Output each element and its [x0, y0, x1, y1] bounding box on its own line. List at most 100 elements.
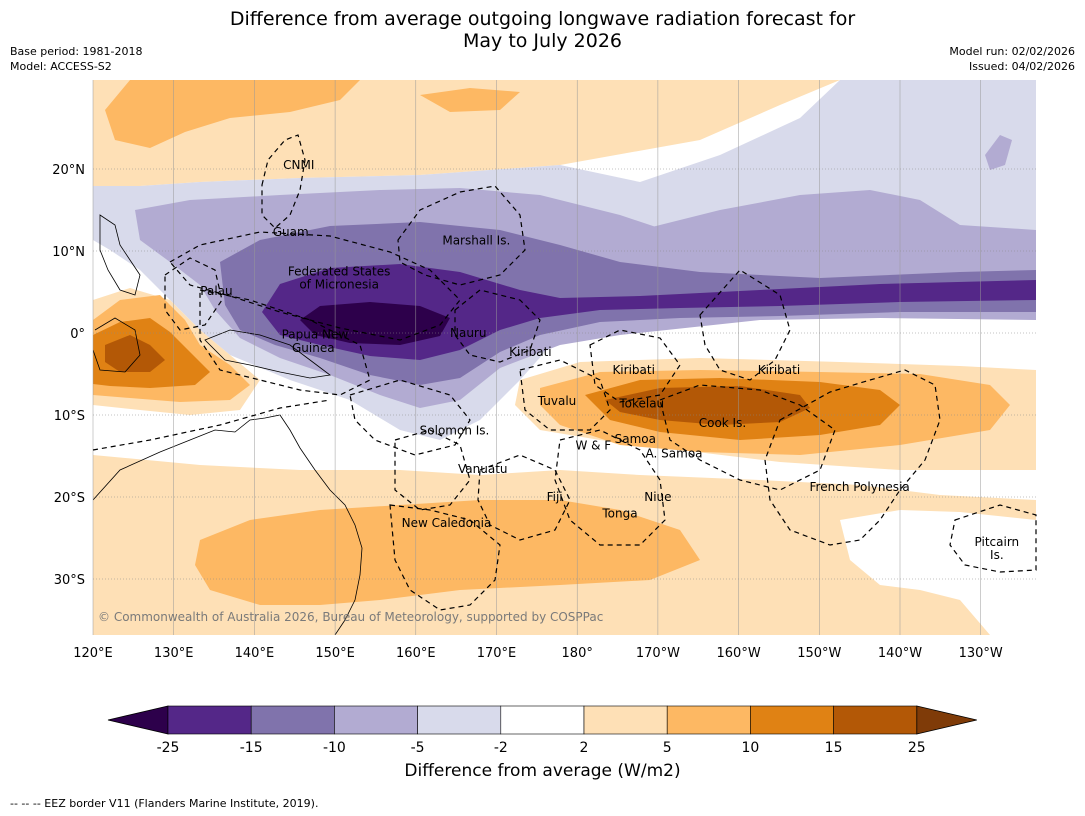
place-label: Tokelau: [618, 397, 664, 411]
lat-tick-label: 10°S: [54, 409, 85, 424]
eez-border-cnmi: [261, 134, 306, 229]
anomaly-region-north-5b: [420, 88, 520, 112]
map-field: [93, 80, 1036, 635]
place-label: Tuvalu: [537, 394, 577, 408]
place-label: Guam: [273, 225, 309, 239]
colorbar-segment: [583, 705, 668, 735]
eez-border-french-polynesia: [764, 369, 941, 546]
lon-tick-label: 140°E: [235, 646, 275, 661]
place-label: Vanuatu: [458, 462, 508, 476]
latitude-axis: 20°N 10°N 0° 10°S 20°S 30°S: [52, 163, 85, 588]
eez-border-solomon: [349, 379, 471, 456]
colorbar-tick-label: 2: [580, 740, 589, 756]
colorbar-tick-label: 5: [663, 740, 672, 756]
eez-border-australia-north: [92, 399, 331, 451]
place-label: Kiribati: [509, 345, 551, 359]
eez-border-png: [199, 289, 371, 396]
lat-tick-label: 0°: [70, 327, 85, 342]
longitude-axis: 120°E 130°E 140°E 150°E 160°E 170°E 180° 170°W 1…: [73, 646, 1003, 661]
place-label: Kiribati: [612, 363, 654, 377]
place-label: A. Samoa: [646, 447, 703, 461]
lon-tick-label: 150°W: [797, 646, 841, 661]
colorbar-segment: [750, 705, 834, 735]
lon-tick-label: 170°W: [636, 646, 680, 661]
issued-date: Issued: 04/02/2026: [968, 60, 1075, 73]
anomaly-region-north-5: [105, 80, 360, 148]
colorbar-tick-label: -2: [494, 740, 508, 756]
lat-tick-label: 20°S: [54, 491, 85, 506]
lat-tick-label: 20°N: [52, 163, 85, 178]
colorbar-tick-label: -25: [157, 740, 180, 756]
eez-border-pitcairn: [949, 504, 1037, 573]
place-label: Pitcairn: [975, 535, 1020, 549]
meta-left: Base period: 1981-2018 Model: ACCESS-S2: [10, 44, 142, 74]
eez-border-new-caledonia: [389, 504, 501, 611]
place-label: Guinea: [292, 341, 335, 355]
colorbar-tick-label: 25: [908, 740, 926, 756]
lat-tick-label: 30°S: [54, 573, 85, 588]
anomaly-region-hawaii: [985, 135, 1012, 170]
borneo-coastline: [93, 317, 141, 373]
colorbar-segment: [334, 705, 418, 735]
eez-borders: [92, 134, 1037, 611]
colorbar-tick-label: -5: [411, 740, 425, 756]
colorbar-extend-min: [107, 705, 169, 735]
lon-tick-label: 150°E: [315, 646, 355, 661]
eez-border-kiribati-east: [589, 329, 681, 403]
place-label: Samoa: [615, 432, 656, 446]
colorbar-segment: [250, 705, 335, 735]
lon-tick-label: 130°E: [154, 646, 194, 661]
colorbar-segment: [666, 705, 751, 735]
place-label: W & F: [575, 438, 611, 452]
place-label: Papua New: [282, 328, 349, 342]
lon-tick-label: 120°E: [73, 646, 113, 661]
graticule: [92, 80, 1036, 635]
eez-border-samoa-niue-tonga: [554, 429, 666, 546]
model-run: Model run: 02/02/2026: [949, 45, 1075, 58]
colorbar-segment: [833, 705, 918, 735]
lon-tick-label: 160°W: [717, 646, 761, 661]
colorbar-title: Difference from average (W/m2): [404, 761, 681, 781]
anomaly-region-maritime-15: [105, 335, 165, 372]
eez-border-marshall: [397, 185, 526, 286]
colorbar-segment: [167, 705, 252, 735]
place-label: Palau: [200, 284, 232, 298]
place-label: Federated States: [288, 265, 390, 279]
colorbar-tick-label: 15: [825, 740, 843, 756]
place-label: Cook Is.: [699, 416, 746, 430]
place-label: of Micronesia: [299, 278, 379, 292]
eez-border-line-is: [699, 269, 791, 381]
colorbar-tick-label: 10: [741, 740, 759, 756]
lon-tick-label: 170°E: [477, 646, 517, 661]
philippines-coastline: [99, 214, 141, 296]
eez-border-tokelau-tuvalu: [519, 359, 611, 431]
eez-border-palau: [164, 257, 223, 331]
lon-tick-label: 160°E: [396, 646, 436, 661]
colorbar: -25 -15 -10 -5 -2 2 5 10 15 25: [107, 705, 977, 756]
eez-border-fiji: [477, 454, 571, 541]
place-label: Kiribati: [758, 363, 800, 377]
lon-tick-label: 140°W: [878, 646, 922, 661]
place-label: Marshall Is.: [442, 233, 510, 247]
copyright-notice: © Commonwealth of Australia 2026, Bureau…: [98, 610, 603, 624]
map-title: Difference from average outgoing longwav…: [0, 8, 1085, 52]
australia-coastline: [93, 414, 363, 635]
eez-border-cook: [659, 384, 836, 491]
place-label: Tonga: [601, 506, 637, 520]
colorbar-extend-max: [916, 705, 977, 735]
meta-right: Model run: 02/02/2026 Issued: 04/02/2026: [949, 44, 1075, 74]
lat-tick-label: 10°N: [52, 245, 85, 260]
colorbar-tick-label: -10: [323, 740, 346, 756]
eez-border-kiribati: [454, 289, 541, 363]
map-title-line2: May to July 2026: [463, 30, 622, 52]
colorbar-segment: [417, 705, 502, 735]
colorbar-tick-label: -15: [240, 740, 263, 756]
place-label: French Polynesia: [810, 480, 910, 494]
footer-note: -- -- -- EEZ border V11 (Flanders Marine…: [10, 797, 319, 810]
anomaly-region-south-near-normal: [840, 510, 1036, 635]
place-label: Niue: [644, 490, 671, 504]
map-title-line1: Difference from average outgoing longwav…: [229, 8, 856, 30]
place-label: Solomon Is.: [420, 424, 490, 438]
